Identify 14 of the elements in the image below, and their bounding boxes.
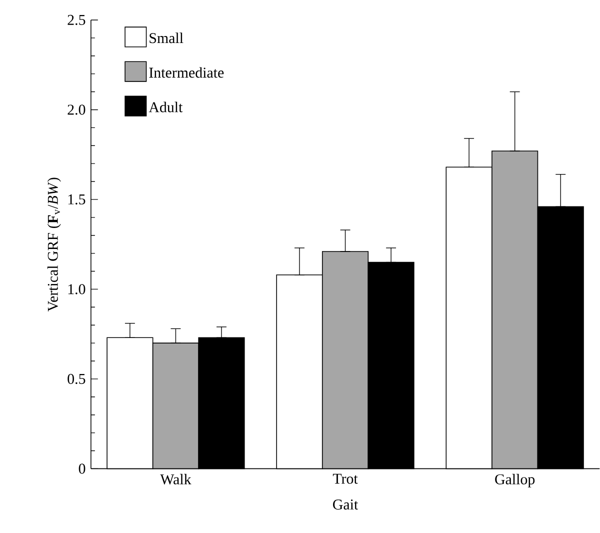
y-tick-label: 2.5 (68, 15, 86, 26)
legend-label: Adult (148, 102, 183, 112)
y-axis-title: Vertical GRF (F$_{v}$/BW) (47, 178, 61, 312)
y-tick-label: 1.0 (68, 284, 86, 294)
x-tick-label: Walk (160, 474, 192, 485)
y-tick-label: 0.5 (68, 374, 86, 384)
legend-label: Intermediate (149, 67, 224, 78)
x-tick-label: Trot (332, 474, 358, 484)
y-tick-label: 0 (78, 464, 86, 474)
y-tick-label: 2.0 (68, 104, 86, 115)
y-tick-label: 1.5 (68, 194, 86, 205)
x-tick-label: Gallop (495, 474, 535, 488)
x-axis-title: Gait (333, 500, 358, 510)
legend-label: Small (150, 32, 184, 44)
